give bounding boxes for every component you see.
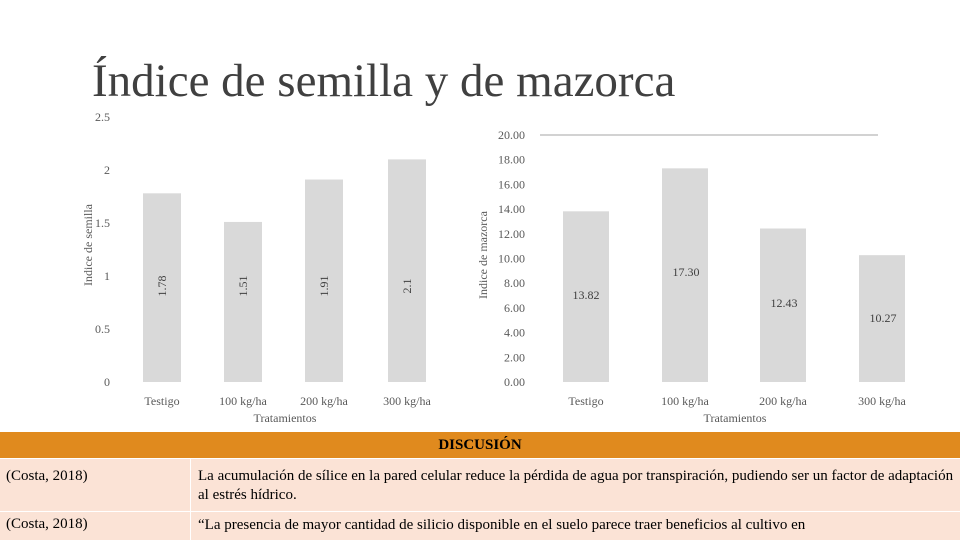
y-tick-label: 1.5 [95,216,110,230]
y-tick-label: 16.00 [498,177,525,191]
x-tick-label: 100 kg/ha [219,394,267,408]
x-tick-label: 200 kg/ha [300,394,348,408]
data-label: 10.27 [870,311,897,325]
bar [305,179,343,382]
bar [760,228,806,382]
data-label: 13.82 [573,288,600,302]
y-tick-label: 0 [104,375,110,389]
y-tick-label: 20.00 [498,128,525,142]
y-axis-title: Indice de mazorca [476,210,490,299]
discussion-text: La acumulación de sílice en la pared cel… [198,468,954,503]
x-tick-label: Testigo [144,394,179,408]
x-tick-label: 100 kg/ha [661,394,709,408]
x-tick-label: 300 kg/ha [383,394,431,408]
x-tick-label: 300 kg/ha [858,394,906,408]
data-label: 1.91 [317,276,331,297]
discussion-row: (Costa, 2018) “La presencia de mayor can… [0,512,960,540]
bar [388,159,426,382]
x-axis-title: Tratamientos [704,411,767,425]
y-tick-label: 0.00 [504,375,525,389]
discussion-source: (Costa, 2018) [6,516,88,532]
x-tick-label: Testigo [568,394,603,408]
bar [224,221,262,382]
data-label: 17.30 [673,265,700,279]
slide-title: Índice de semilla y de mazorca [92,55,676,107]
data-label: 12.43 [771,296,798,310]
y-tick-label: 8.00 [504,276,525,290]
discussion-row: (Costa, 2018) La acumulación de sílice e… [0,459,960,511]
y-tick-label: 2.00 [504,350,525,364]
y-tick-label: 6.00 [504,301,525,315]
bar [662,168,708,382]
y-tick-label: 1 [104,269,110,283]
y-tick-label: 2.5 [95,110,110,124]
discussion-source: (Costa, 2018) [6,468,88,484]
data-label: 1.51 [236,276,250,297]
x-tick-label: 200 kg/ha [759,394,807,408]
x-axis-title: Tratamientos [254,411,317,425]
y-tick-label: 10.00 [498,252,525,266]
data-label: 2.1 [400,279,414,294]
data-label: 1.78 [155,276,169,297]
charts-canvas: 0 0.5 1 1.5 2 2.5 1.78 Testigo 1.51 100 kg/ha 1.91… [81,110,906,425]
y-tick-label: 14.00 [498,202,525,216]
discussion-text: “La presencia de mayor cantidad de silic… [198,517,806,533]
discussion-heading: DISCUSIÓN [0,432,960,458]
y-tick-label: 18.00 [498,153,525,167]
y-tick-label: 4.00 [504,326,525,340]
table-divider [190,459,191,540]
bar [563,211,609,382]
y-axis-title: Indice de semilla [81,203,95,286]
y-tick-label: 12.00 [498,227,525,241]
y-tick-label: 2 [104,163,110,177]
y-tick-label: 0.5 [95,322,110,336]
bar [859,255,905,382]
bar [143,193,181,382]
